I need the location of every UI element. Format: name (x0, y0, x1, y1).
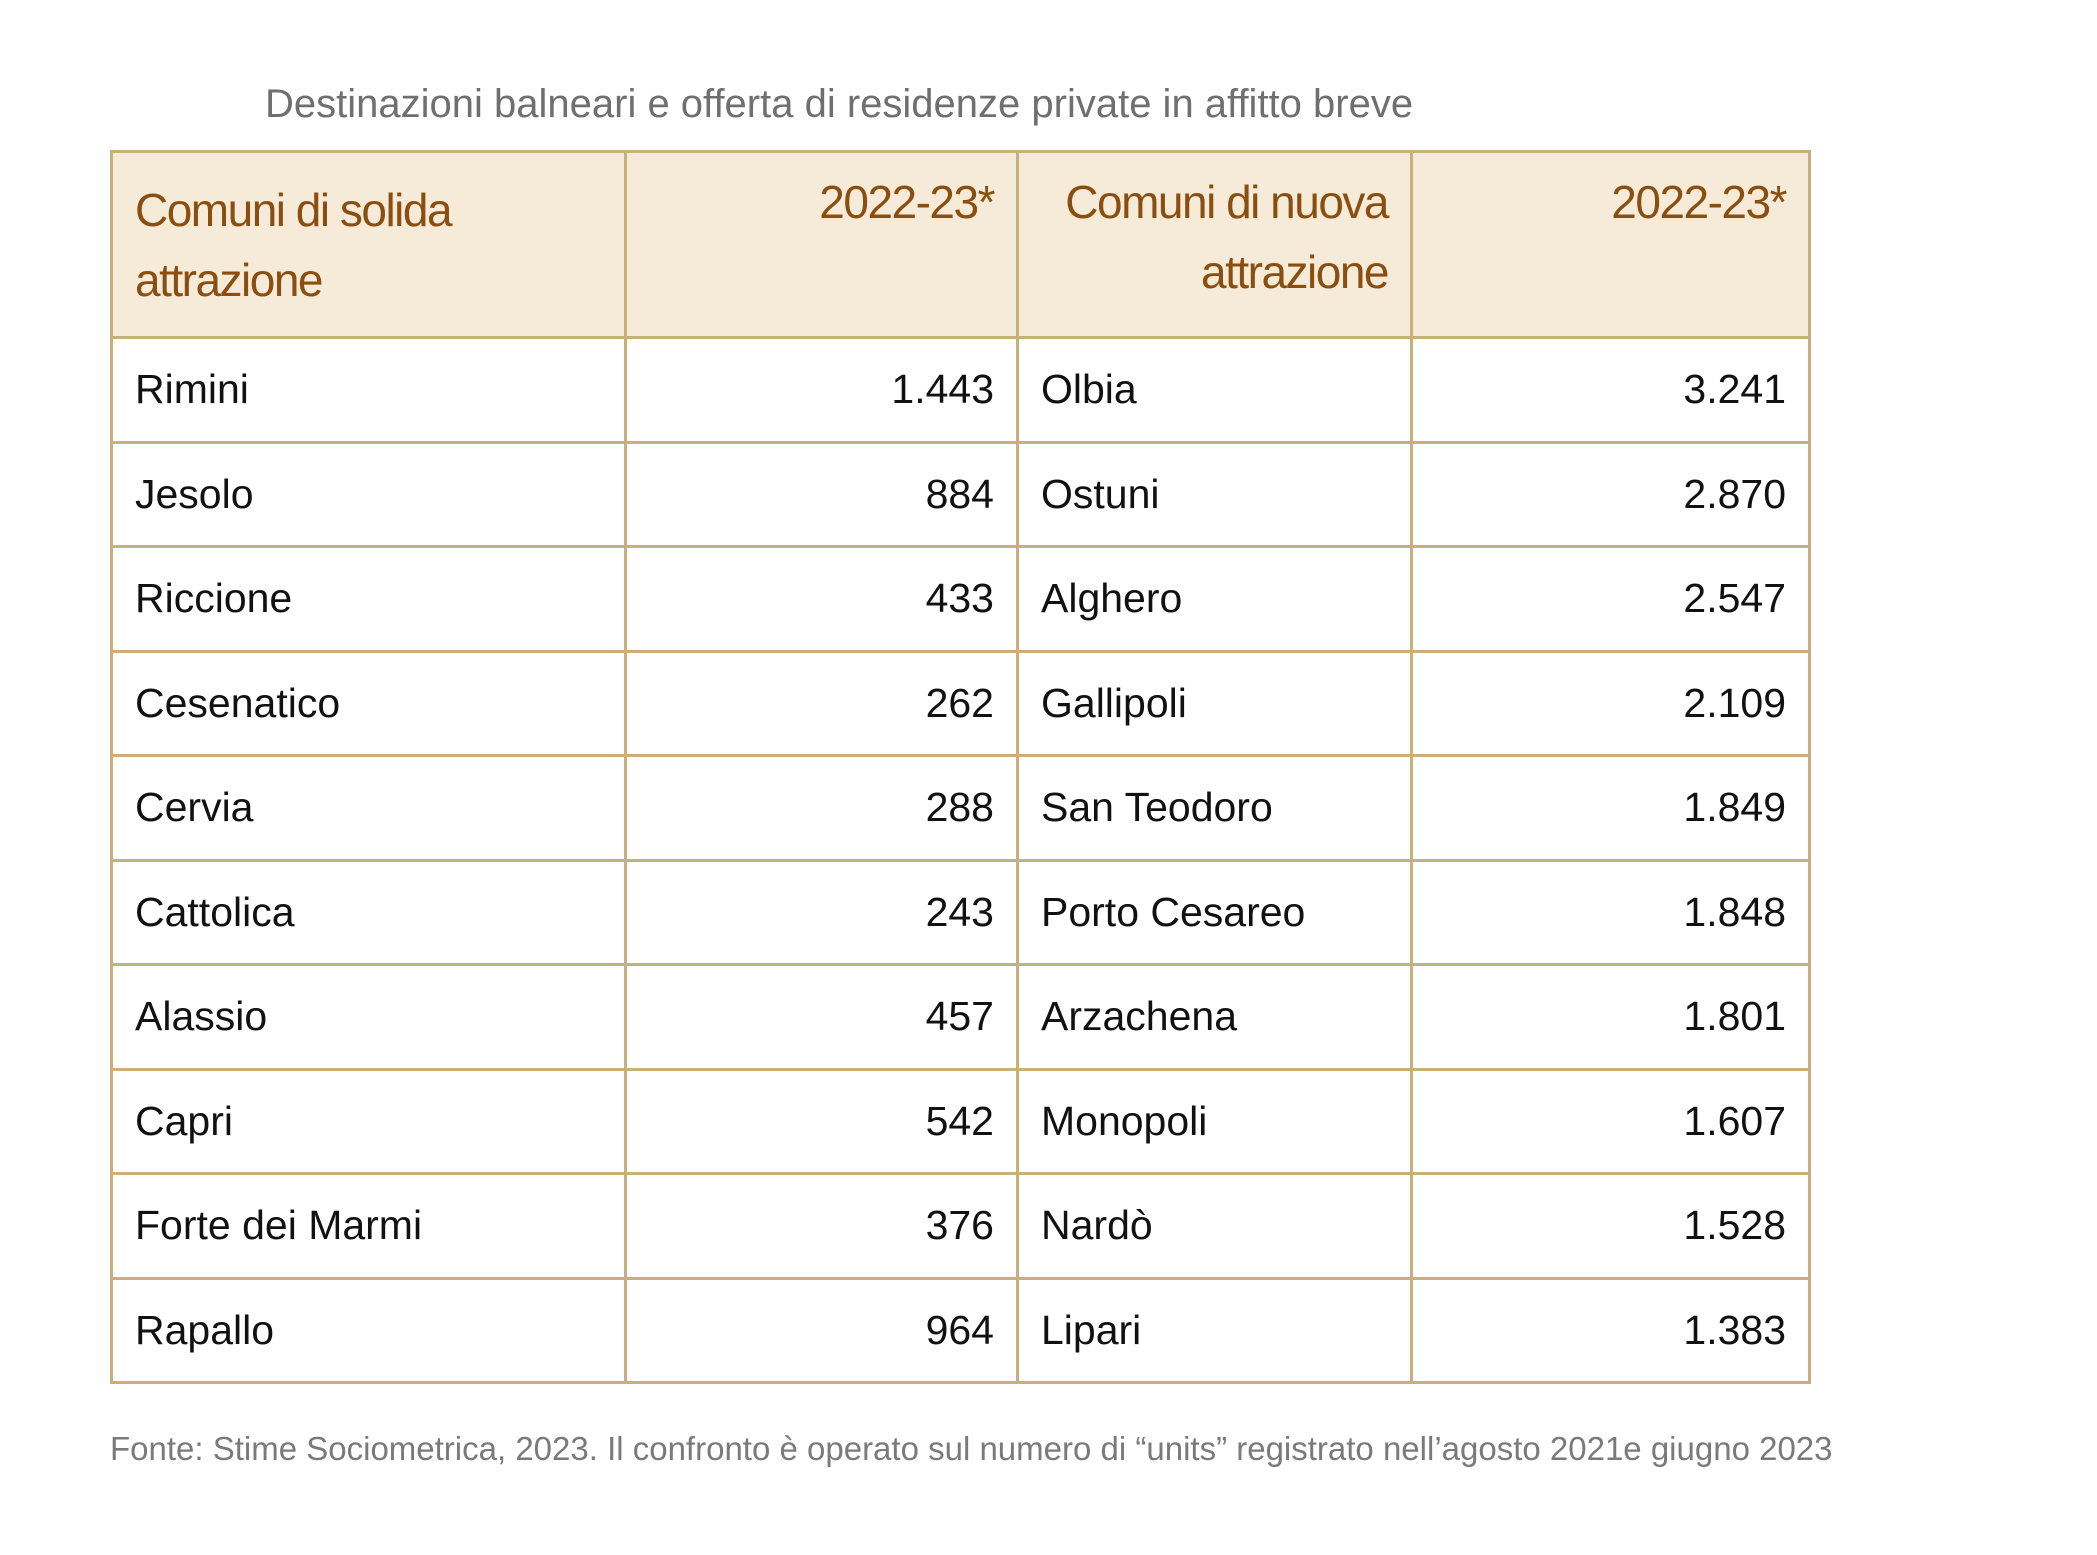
solid-value: 884 (624, 440, 1019, 548)
data-table: Comuni di solida attrazione 2022-23* Com… (110, 150, 1811, 1384)
new-value: 1.849 (1410, 754, 1811, 862)
solid-value: 542 (624, 1067, 1019, 1175)
new-value: 1.607 (1410, 1067, 1811, 1175)
solid-city: Cervia (110, 754, 627, 862)
solid-city: Cesenatico (110, 649, 627, 757)
solid-value: 1.443 (624, 336, 1019, 444)
solid-value: 288 (624, 754, 1019, 862)
header-year-new: 2022-23* (1410, 150, 1811, 339)
table-title: Destinazioni balneari e offerta di resid… (265, 82, 1414, 126)
table-row: Alassio 457 Arzachena 1.801 (110, 963, 1811, 1071)
table-row: Cervia 288 San Teodoro 1.849 (110, 754, 1811, 862)
table-row: Rapallo 964 Lipari 1.383 (110, 1276, 1811, 1384)
solid-city: Cattolica (110, 858, 627, 966)
new-city: Lipari (1016, 1276, 1413, 1384)
solid-value: 262 (624, 649, 1019, 757)
table-row: Riccione 433 Alghero 2.547 (110, 545, 1811, 653)
solid-value: 243 (624, 858, 1019, 966)
new-value: 1.383 (1410, 1276, 1811, 1384)
new-city: Monopoli (1016, 1067, 1413, 1175)
solid-value: 457 (624, 963, 1019, 1071)
table-row: Cesenatico 262 Gallipoli 2.109 (110, 649, 1811, 757)
table-row: Jesolo 884 Ostuni 2.870 (110, 440, 1811, 548)
solid-city: Riccione (110, 545, 627, 653)
table-row: Rimini 1.443 Olbia 3.241 (110, 336, 1811, 444)
table-row: Capri 542 Monopoli 1.607 (110, 1067, 1811, 1175)
header-new-attraction: Comuni di nuova attrazione (1016, 150, 1413, 339)
header-row: Comuni di solida attrazione 2022-23* Com… (110, 150, 1811, 339)
solid-city: Alassio (110, 963, 627, 1071)
header-year-solid: 2022-23* (624, 150, 1019, 339)
solid-city: Rapallo (110, 1276, 627, 1384)
header-solid-attraction: Comuni di solida attrazione (110, 150, 627, 339)
new-value: 2.109 (1410, 649, 1811, 757)
new-value: 1.528 (1410, 1172, 1811, 1280)
solid-value: 964 (624, 1276, 1019, 1384)
solid-city: Rimini (110, 336, 627, 444)
table-row: Forte dei Marmi 376 Nardò 1.528 (110, 1172, 1811, 1280)
solid-city: Forte dei Marmi (110, 1172, 627, 1280)
new-city: Arzachena (1016, 963, 1413, 1071)
new-city: Nardò (1016, 1172, 1413, 1280)
new-value: 1.801 (1410, 963, 1811, 1071)
source-note: Fonte: Stime Sociometrica, 2023. Il conf… (110, 1430, 1833, 1467)
solid-city: Jesolo (110, 440, 627, 548)
new-value: 2.870 (1410, 440, 1811, 548)
new-city: Ostuni (1016, 440, 1413, 548)
table-row: Cattolica 243 Porto Cesareo 1.848 (110, 858, 1811, 966)
new-city: Alghero (1016, 545, 1413, 653)
new-city: Gallipoli (1016, 649, 1413, 757)
new-value: 3.241 (1410, 336, 1811, 444)
new-value: 1.848 (1410, 858, 1811, 966)
solid-city: Capri (110, 1067, 627, 1175)
new-city: Olbia (1016, 336, 1413, 444)
solid-value: 376 (624, 1172, 1019, 1280)
new-city: Porto Cesareo (1016, 858, 1413, 966)
new-value: 2.547 (1410, 545, 1811, 653)
solid-value: 433 (624, 545, 1019, 653)
new-city: San Teodoro (1016, 754, 1413, 862)
